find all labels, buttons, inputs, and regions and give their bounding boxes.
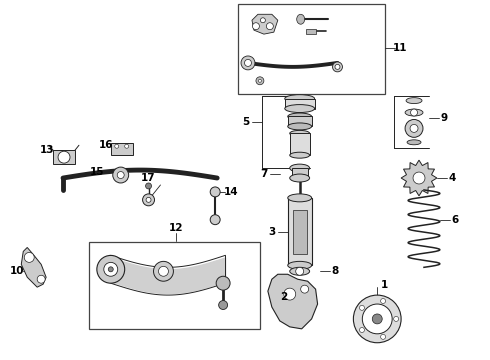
- Circle shape: [360, 328, 365, 333]
- Circle shape: [58, 151, 70, 163]
- Text: 13: 13: [40, 145, 54, 155]
- Ellipse shape: [297, 14, 305, 24]
- Circle shape: [284, 288, 295, 300]
- Bar: [89, 242, 260, 329]
- Circle shape: [97, 255, 124, 283]
- Ellipse shape: [290, 152, 310, 158]
- Circle shape: [410, 125, 418, 132]
- Bar: [290, 133, 310, 155]
- Circle shape: [381, 298, 386, 303]
- Circle shape: [108, 267, 113, 272]
- Ellipse shape: [290, 174, 310, 182]
- Ellipse shape: [405, 109, 423, 116]
- Circle shape: [143, 194, 154, 206]
- Text: 15: 15: [90, 167, 104, 177]
- Circle shape: [333, 62, 343, 72]
- Polygon shape: [21, 247, 46, 287]
- Bar: [292, 168, 308, 178]
- Ellipse shape: [288, 261, 312, 269]
- Ellipse shape: [288, 194, 312, 202]
- Circle shape: [146, 183, 151, 189]
- Circle shape: [413, 172, 425, 184]
- Bar: [285, 99, 315, 109]
- Text: 12: 12: [169, 222, 184, 233]
- Circle shape: [216, 276, 230, 290]
- Ellipse shape: [290, 130, 310, 136]
- Text: 2: 2: [280, 292, 288, 302]
- Circle shape: [260, 18, 266, 23]
- Circle shape: [153, 261, 173, 281]
- Ellipse shape: [290, 164, 310, 172]
- Text: 8: 8: [332, 266, 339, 276]
- Circle shape: [405, 120, 423, 137]
- Circle shape: [335, 64, 340, 69]
- Text: 11: 11: [393, 43, 407, 53]
- Bar: [288, 117, 312, 126]
- Circle shape: [117, 172, 124, 179]
- Ellipse shape: [285, 105, 315, 113]
- Circle shape: [37, 275, 45, 283]
- Ellipse shape: [288, 113, 312, 120]
- Circle shape: [210, 187, 220, 197]
- Text: 1: 1: [381, 280, 388, 290]
- Circle shape: [393, 316, 399, 321]
- Circle shape: [353, 295, 401, 343]
- Text: 6: 6: [451, 215, 459, 225]
- Ellipse shape: [406, 98, 422, 104]
- Circle shape: [411, 109, 417, 116]
- Circle shape: [372, 314, 382, 324]
- Text: 14: 14: [224, 187, 239, 197]
- Ellipse shape: [285, 95, 315, 103]
- Polygon shape: [268, 274, 318, 329]
- Text: 3: 3: [268, 226, 275, 237]
- Text: 5: 5: [243, 117, 249, 127]
- Circle shape: [115, 144, 119, 148]
- Circle shape: [146, 197, 151, 202]
- Bar: [293, 210, 307, 255]
- Ellipse shape: [290, 267, 310, 275]
- Bar: [238, 4, 385, 94]
- Text: 7: 7: [260, 169, 268, 179]
- Circle shape: [158, 266, 169, 276]
- Circle shape: [113, 167, 129, 183]
- Circle shape: [381, 334, 386, 339]
- Circle shape: [295, 267, 304, 275]
- Text: 9: 9: [441, 113, 447, 123]
- Text: 17: 17: [141, 173, 156, 183]
- Text: 10: 10: [10, 266, 24, 276]
- Text: 16: 16: [98, 140, 113, 150]
- Circle shape: [360, 305, 365, 310]
- Circle shape: [219, 301, 227, 310]
- Ellipse shape: [407, 140, 421, 145]
- Text: 4: 4: [448, 173, 456, 183]
- Circle shape: [104, 262, 118, 276]
- Circle shape: [258, 79, 261, 82]
- Circle shape: [24, 252, 34, 262]
- Circle shape: [252, 23, 259, 30]
- Bar: [111, 143, 133, 155]
- Polygon shape: [401, 160, 437, 196]
- Circle shape: [245, 59, 251, 66]
- Bar: [306, 29, 316, 34]
- Circle shape: [241, 56, 255, 70]
- Circle shape: [267, 23, 273, 30]
- Circle shape: [256, 77, 264, 85]
- Bar: [53, 150, 75, 164]
- Polygon shape: [252, 14, 278, 34]
- Bar: [288, 198, 312, 265]
- Circle shape: [124, 144, 129, 148]
- Circle shape: [210, 215, 220, 225]
- Circle shape: [301, 285, 309, 293]
- Ellipse shape: [288, 123, 312, 130]
- Circle shape: [362, 304, 392, 334]
